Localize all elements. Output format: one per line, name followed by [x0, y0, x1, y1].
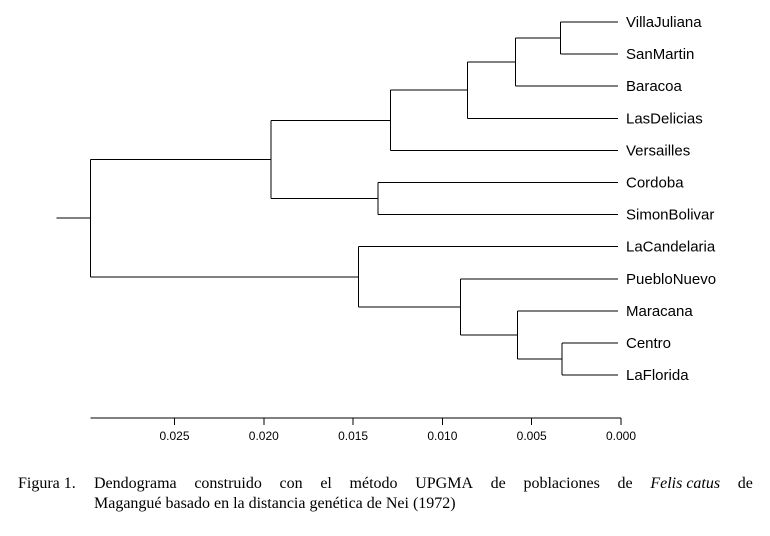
caption-word: el: [320, 475, 332, 492]
caption-text: Dendograma construido con el método UPGMA de po…: [94, 474, 753, 514]
caption-word: método: [349, 475, 398, 492]
leaf-label: Versailles: [626, 142, 690, 159]
caption-word: construido: [194, 475, 262, 492]
caption-line-1: Dendograma construido con el método UPGMA de po…: [94, 474, 753, 494]
caption-word: de: [490, 475, 506, 492]
leaf-label: LaCandelaria: [626, 239, 716, 256]
tick-label: 0.000: [606, 429, 636, 443]
leaf-label: Cordoba: [626, 175, 684, 192]
tick-label: 0.010: [427, 429, 457, 443]
caption-word: con: [279, 475, 303, 492]
leaf-label: SanMartin: [626, 46, 694, 63]
leaf-label: Centro: [626, 335, 671, 352]
caption-word: Felis catus: [650, 475, 721, 492]
leaf-label: VillaJuliana: [626, 14, 702, 31]
leaf-label: Baracoa: [626, 78, 683, 95]
leaf-label: PuebloNuevo: [626, 271, 716, 288]
caption-word: Dendograma: [94, 475, 177, 492]
caption-line-2: Magangué basado en la distancia genética…: [94, 495, 456, 512]
dendrogram: VillaJuliana SanMartin Baracoa LasDelicias V…: [56, 14, 716, 443]
caption-word: poblaciones: [523, 475, 600, 492]
tick-label: 0.005: [517, 429, 547, 443]
tick-label: 0.020: [249, 429, 279, 443]
caption-word: de: [617, 475, 633, 492]
leaf-label: Maracana: [626, 303, 693, 320]
caption-word: UPGMA: [415, 475, 473, 492]
leaf-label: LasDelicias: [626, 110, 703, 127]
leaf-label: LaFlorida: [626, 367, 689, 384]
caption-word: de: [737, 475, 753, 492]
tick-label: 0.015: [338, 429, 368, 443]
leaf-label: SimonBolivar: [626, 207, 714, 224]
caption-label: Figura 1.: [18, 475, 76, 492]
tick-label: 0.025: [159, 429, 189, 443]
